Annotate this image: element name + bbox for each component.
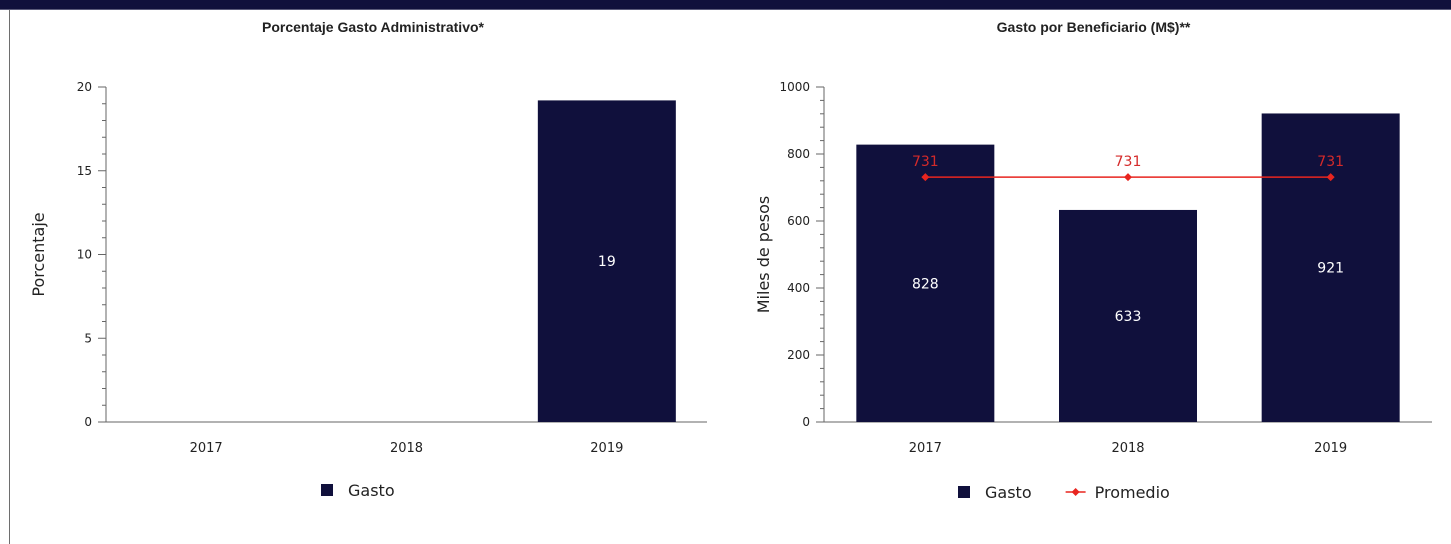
legend-label: Gasto	[348, 481, 395, 500]
bar-value-label: 921	[1317, 261, 1344, 277]
x-tick-label: 2017	[909, 441, 942, 456]
y-tick-label: 5	[84, 331, 92, 345]
bar-value-label: 19	[598, 254, 616, 270]
x-tick-label: 2017	[190, 441, 223, 456]
bar-value-label: 828	[912, 276, 939, 292]
top-header-band	[0, 0, 1451, 10]
y-tick-label: 15	[77, 164, 92, 178]
bar-2017	[856, 144, 995, 422]
y-tick-label: 0	[802, 415, 810, 429]
promedio-value-label: 731	[912, 154, 939, 170]
y-tick-label: 20	[77, 80, 92, 94]
legend-point-swatch	[1071, 488, 1080, 496]
x-tick-label: 2018	[1111, 441, 1144, 456]
bar-2018	[1059, 209, 1197, 422]
chart-title: Gasto por Beneficiario (M$)**	[996, 19, 1191, 35]
y-tick-label: 200	[787, 348, 810, 362]
promedio-point	[921, 173, 930, 182]
y-axis-title: Porcentaje	[29, 212, 48, 296]
legend-label: Promedio	[1095, 483, 1170, 502]
y-axis-title: Miles de pesos	[754, 196, 773, 314]
promedio-value-label: 731	[1115, 154, 1142, 170]
beneficiary-expense-chart-panel: Gasto por Beneficiario (M$)** 0 200 400 600…	[736, 10, 1451, 544]
y-tick-label: 600	[787, 214, 810, 228]
promedio-point	[1124, 173, 1132, 182]
y-tick-label: 800	[787, 147, 810, 161]
bar-2019	[1261, 113, 1400, 422]
promedio-value-label: 731	[1317, 154, 1344, 170]
y-tick-label: 400	[787, 281, 810, 295]
bar-value-label: 633	[1115, 309, 1142, 325]
bar-2019	[537, 100, 676, 423]
y-tick-label: 1000	[779, 80, 810, 94]
chart-title: Porcentaje Gasto Administrativo*	[262, 19, 484, 35]
admin-expense-chart: 0 5 10 15 20 Porcentaje 2017 2018 2019 19 Gasto	[29, 80, 707, 500]
x-tick-label: 2019	[1314, 441, 1347, 456]
x-tick-label: 2018	[390, 441, 423, 456]
y-tick-label: 0	[84, 415, 92, 429]
legend-bar-swatch	[321, 484, 333, 496]
y-tick-label: 10	[77, 248, 92, 262]
beneficiary-expense-chart: 0 200 400 600 800 1000 Miles de pesos 2017 2018 2…	[754, 80, 1432, 502]
admin-expense-chart-panel: Porcentaje Gasto Administrativo* 0 5 10 15 2…	[9, 10, 737, 544]
x-tick-label: 2019	[590, 441, 623, 456]
legend-bar-swatch	[958, 486, 970, 498]
legend-label: Gasto	[985, 483, 1032, 502]
promedio-point	[1326, 173, 1335, 182]
